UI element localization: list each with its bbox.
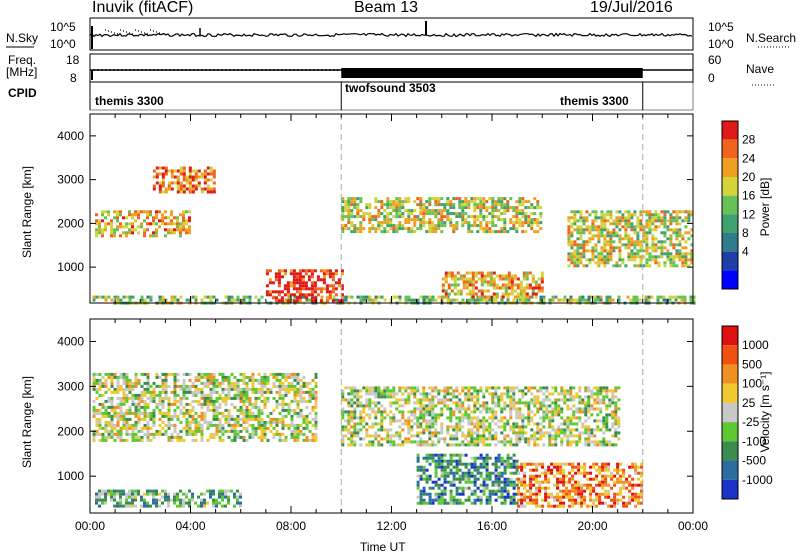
- power-colorbar-seg-1: [722, 139, 738, 159]
- power-colorbar-seg-3: [722, 177, 738, 196]
- velocity-colorbar-tick-5: -100: [742, 434, 766, 448]
- velocity-colorbar-seg-1: [722, 345, 738, 365]
- power-colorbar-tick-3: 16: [742, 189, 756, 203]
- x-tick-label-5: 20:00: [577, 519, 607, 533]
- velocity-band-3: [416, 453, 519, 505]
- power-colorbar-seg-4: [722, 195, 738, 215]
- cpid-panel: [89, 81, 694, 111]
- nsky-label: N.Sky: [6, 31, 39, 45]
- power-colorbar-seg-5: [722, 214, 738, 233]
- velocity-colorbar-seg-6: [722, 441, 738, 461]
- beam-title: Beam 13: [354, 0, 419, 16]
- velocity-colorbar-seg-5: [722, 422, 738, 442]
- x-axis-label: Time UT: [360, 540, 406, 554]
- nsky-tick-top: 10^5: [50, 20, 76, 34]
- station-title: Inuvik (fitACF): [92, 0, 194, 16]
- velocity-colorbar-seg-3: [722, 383, 738, 403]
- velocity-colorbar-seg-8: [722, 479, 738, 499]
- velocity-colorbar-tick-4: -25: [742, 415, 760, 429]
- velocity-colorbar-tick-6: -500: [742, 454, 766, 468]
- velocity-ytick-label-0: 1000: [57, 469, 84, 483]
- cpid-segment-1: themis 3300: [95, 94, 164, 108]
- velocity-ytick-label-3: 4000: [57, 334, 84, 348]
- nsearch-trace: [105, 29, 163, 35]
- freq-tick-bottom: 8: [70, 71, 77, 85]
- x-tick-label-4: 16:00: [477, 519, 507, 533]
- nsearch-tick-top: 10^5: [708, 20, 734, 34]
- cpid-label: CPID: [8, 86, 37, 100]
- nsearch-tick-bottom: 10^0: [708, 37, 734, 51]
- nsearch-label: N.Search: [746, 31, 797, 45]
- velocity-colorbar-seg-2: [722, 364, 738, 384]
- power-colorbar-seg-0: [722, 121, 738, 140]
- freq-tick-top: 18: [66, 53, 80, 67]
- velocity-ytick-label-1: 2000: [57, 424, 84, 438]
- power-colorbar-tick-4: 12: [742, 207, 756, 221]
- velocity-band-0: [92, 372, 318, 442]
- nsky-panel: [89, 17, 694, 51]
- power-ytick-label-1: 2000: [57, 216, 84, 230]
- velocity-band-1: [95, 489, 242, 508]
- date-title: 19/Jul/2016: [590, 0, 673, 16]
- velocity-colorbar-seg-7: [722, 460, 738, 480]
- cpid-segment-2: twofsound 3503: [345, 81, 436, 95]
- power-ytick-label-2: 3000: [57, 173, 84, 187]
- nave-block: [341, 68, 643, 78]
- power-colorbar-seg-2: [722, 158, 738, 177]
- power-colorbar-tick-1: 24: [742, 151, 756, 165]
- power-band-1: [265, 269, 344, 303]
- nave-label: Nave: [746, 62, 775, 76]
- power-band-3: [152, 166, 216, 194]
- power-colorbar-seg-8: [722, 270, 738, 289]
- velocity-colorbar-tick-7: -1000: [742, 473, 773, 487]
- cpid-segment-3: themis 3300: [560, 94, 629, 108]
- velocity-colorbar-seg-4: [722, 402, 738, 423]
- x-tick-label-3: 12:00: [376, 519, 406, 533]
- velocity-colorbar-tick-1: 500: [742, 357, 762, 371]
- x-tick-label-1: 04:00: [175, 519, 205, 533]
- x-tick-label-2: 08:00: [276, 519, 306, 533]
- freq-unit-label: [MHz]: [6, 65, 38, 79]
- power-colorbar-tick-2: 20: [742, 170, 756, 184]
- velocity-colorbar-frame: [721, 325, 739, 500]
- power-colorbar-tick-6: 4: [742, 245, 749, 259]
- power-band-2: [95, 210, 191, 238]
- freq-label: Freq.: [8, 53, 37, 67]
- power-colorbar-frame: [721, 120, 739, 290]
- velocity-band-2: [341, 386, 621, 447]
- power-band-4: [341, 197, 543, 234]
- power-colorbar-seg-7: [722, 251, 738, 271]
- velocity-colorbar-seg-0: [722, 326, 738, 346]
- velocity-colorbar-tick-3: 25: [742, 396, 756, 410]
- nave-ticks: [89, 69, 339, 71]
- velocity-colorbar-tick-0: 1000: [742, 338, 769, 352]
- nsky-trace: [89, 32, 693, 38]
- nave-tick-bottom: 0: [708, 71, 715, 85]
- power-ytick-label-3: 4000: [57, 129, 84, 143]
- velocity-ytick-label-2: 3000: [57, 379, 84, 393]
- velocity-band-4: [517, 462, 644, 508]
- power-band-5: [441, 271, 544, 299]
- power-band-6: [567, 210, 694, 268]
- power-ytick-label-0: 1000: [57, 260, 84, 274]
- velocity-colorbar-tick-2: 100: [742, 377, 762, 391]
- x-tick-label-6: 00:00: [678, 519, 708, 533]
- x-tick-label-0: 00:00: [75, 519, 105, 533]
- nsky-tick-bottom: 10^0: [50, 37, 76, 51]
- nave-tick-top: 60: [708, 53, 722, 67]
- power-colorbar-tick-0: 28: [742, 133, 756, 147]
- power-colorbar-tick-5: 8: [742, 226, 749, 240]
- power-colorbar-seg-6: [722, 233, 738, 252]
